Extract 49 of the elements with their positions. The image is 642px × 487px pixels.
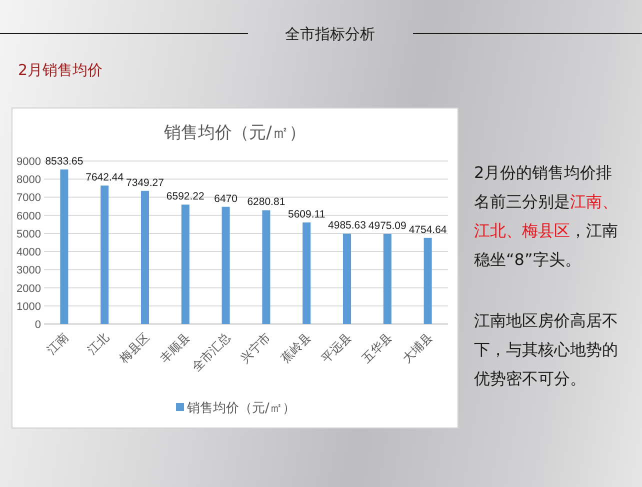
bar [141,190,149,324]
y-tick-label: 6000 [16,210,41,222]
text: 稳坐“8”字头。 [474,250,581,269]
bar [222,206,230,324]
text: 2月份的销售均价排 [474,163,612,182]
y-tick-label: 8000 [16,174,41,186]
legend-label: 销售均价（元/㎡） [186,401,296,416]
bar [302,222,311,324]
bar [60,169,68,324]
y-tick-label: 9000 [16,156,41,168]
x-tick-label: 江北 [84,330,112,358]
bar [181,204,190,324]
x-tick-label: 蕉岭县 [278,330,314,366]
y-tick-label: 0 [34,319,41,331]
x-tick-label: 兴宁市 [238,330,274,366]
text: 江北、梅县区 [474,221,570,240]
chart-subtitle: 2月销售均价 [18,61,103,79]
y-tick-label: 2000 [16,282,41,295]
text: 江南地区房价高居不下，与其核心地势的优势密不可分。 [474,311,618,388]
y-tick-label: 5000 [16,228,41,240]
data-label: 7349.27 [126,176,164,189]
data-label: 4754.64 [408,224,447,236]
y-tick-label: 7000 [16,192,41,204]
x-tick-label: 江南 [44,330,72,358]
x-tick-label: 大埔县 [400,330,435,366]
chart-title: 销售均价（元/㎡） [163,123,306,143]
data-label: 4985.63 [328,220,366,232]
data-label: 6470 [214,192,238,205]
data-label: 4975.09 [368,220,407,232]
bar [424,238,432,324]
data-label: 7642.44 [86,172,124,184]
bar [343,234,351,324]
y-tick-label: 1000 [16,300,41,313]
text: 江南、 [570,192,618,211]
data-label: 5609.11 [288,208,326,220]
x-tick-label: 梅县区 [116,330,152,366]
bar [100,186,109,324]
y-tick-label: 3000 [16,264,41,277]
text: ，江南 [570,221,618,240]
text: 全市指标分析 [285,25,375,43]
bar [262,210,270,324]
data-label: 6592.22 [166,190,205,203]
x-tick-label: 五华县 [359,330,395,366]
y-tick-label: 4000 [16,246,41,259]
data-label: 6280.81 [247,196,286,208]
text: 名前三分别是 [474,192,570,211]
x-tick-label: 平远县 [318,330,354,366]
bar [383,234,392,324]
data-label: 8533.65 [45,155,84,168]
